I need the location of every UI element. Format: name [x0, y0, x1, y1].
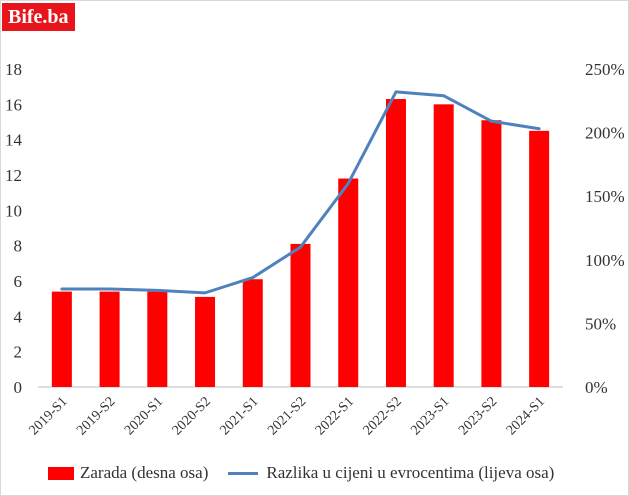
y-left-tick-label: 14: [5, 131, 23, 150]
bar: [481, 120, 502, 387]
y-right-tick-label: 0%: [585, 378, 608, 397]
x-tick-label: 2024-S1: [504, 394, 548, 438]
y-left-tick-label: 6: [14, 272, 23, 291]
y-left-tick-label: 0: [14, 378, 23, 397]
bar: [51, 291, 72, 387]
bar: [99, 291, 120, 387]
x-tick-label: 2020-S1: [122, 394, 166, 438]
y-right-tick-label: 50%: [585, 314, 616, 333]
x-tick-label: 2021-S1: [217, 394, 261, 438]
bar: [433, 104, 454, 387]
x-tick-label: 2020-S2: [170, 394, 214, 438]
x-tick-label: 2019-S1: [27, 394, 71, 438]
x-tick-label: 2022-S2: [361, 394, 405, 438]
bar: [338, 178, 359, 387]
bar: [529, 130, 550, 388]
y-left-tick-label: 4: [14, 307, 23, 326]
x-tick-label: 2023-S1: [408, 394, 452, 438]
series-line: [60, 90, 541, 295]
legend-swatch-line: [228, 471, 259, 475]
bar: [195, 296, 216, 387]
y-right-tick-label: 200%: [585, 124, 625, 143]
bar: [242, 279, 263, 387]
legend-item-line: Razlika u cijeni u evrocentima (lijeva o…: [228, 463, 554, 483]
y-right-tick-label: 150%: [585, 187, 625, 206]
chart-legend: Zarada (desna osa) Razlika u cijeni u ev…: [48, 460, 574, 486]
legend-swatch-bar: [48, 466, 74, 480]
y-left-tick-label: 2: [14, 343, 23, 362]
y-right-tick-label: 250%: [585, 60, 625, 79]
x-tick-label: 2022-S1: [313, 394, 357, 438]
bar: [290, 243, 311, 387]
legend-label-line: Razlika u cijeni u evrocentima (lijeva o…: [266, 463, 555, 482]
bar: [385, 99, 406, 388]
brand-logo: Bife.ba: [2, 3, 75, 31]
y-left-tick-label: 18: [5, 60, 22, 79]
y-left-tick-label: 12: [5, 166, 22, 185]
legend-label-bar: Zarada (desna osa): [80, 463, 209, 482]
x-tick-label: 2021-S2: [265, 394, 309, 438]
legend-item-bar: Zarada (desna osa): [48, 463, 208, 483]
y-left-tick-label: 8: [14, 237, 23, 256]
y-left-tick-label: 10: [5, 201, 22, 220]
y-right-tick-label: 100%: [585, 251, 625, 270]
x-tick-label: 2023-S2: [456, 394, 500, 438]
y-left-tick-label: 16: [5, 95, 22, 114]
bar: [147, 291, 168, 387]
x-tick-label: 2019-S2: [74, 394, 118, 438]
